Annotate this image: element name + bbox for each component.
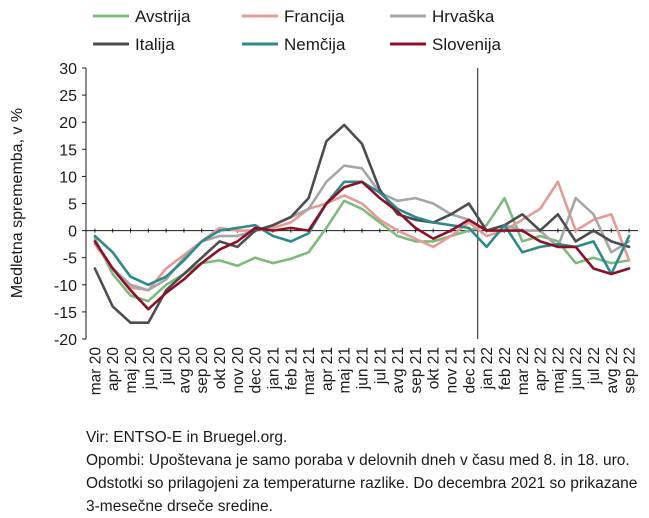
y-axis-label: Medletna sprememba, v % [9, 108, 26, 298]
y-tick-label: 5 [68, 197, 77, 214]
x-tick-label: apr 22 [533, 347, 550, 391]
x-tick-label: apr 21 [319, 347, 336, 391]
legend-label-francija: Francija [284, 7, 345, 26]
x-tick-label: mar 20 [87, 347, 104, 396]
x-tick-label: avg 22 [604, 347, 621, 394]
series-line-slovenija [93, 180, 631, 311]
x-tick-label: sep 21 [408, 347, 425, 394]
x-tick-label: jul 20 [159, 347, 176, 385]
x-tick-label: dec 21 [461, 347, 478, 394]
x-tick-label: jun 21 [355, 347, 372, 390]
x-tick-label: jun 20 [141, 347, 158, 391]
x-tick-label: feb 22 [497, 347, 514, 390]
x-tick-label: maj 21 [337, 347, 354, 394]
series-line-italija [93, 123, 631, 325]
x-tick-label: nov 21 [444, 347, 461, 394]
x-tick-label: dec 20 [248, 347, 265, 394]
x-tick-label: jun 22 [568, 347, 585, 390]
y-tick-label: 30 [59, 61, 77, 78]
y-tick-label: 10 [59, 169, 77, 186]
y-tick-label: -20 [54, 332, 77, 349]
series-line-francija [93, 180, 631, 292]
x-tick-label: avg 21 [390, 347, 407, 394]
legend-label-nemcija: Nemčija [284, 35, 346, 54]
series-line-hrvaska [93, 164, 631, 292]
y-tick-label: -5 [63, 251, 77, 268]
x-tick-label: mar 21 [301, 347, 318, 395]
y-tick-label: -15 [54, 305, 77, 322]
x-tick-label: okt 21 [426, 347, 443, 389]
footnote: Opombi: Upoštevana je samo poraba v delo… [86, 452, 638, 515]
legend-label-hrvaska: Hrvaška [432, 7, 495, 26]
x-tick-label: sep 22 [622, 347, 639, 394]
y-tick-label: 0 [68, 224, 77, 241]
x-tick-label: jan 21 [265, 347, 282, 390]
y-tick-label: 15 [59, 142, 77, 159]
y-tick-label: 25 [59, 88, 77, 105]
x-tick-label: jan 22 [479, 347, 496, 390]
series-lines [93, 123, 631, 325]
y-tick-label: -10 [54, 278, 77, 295]
x-tick-label: jul 21 [372, 347, 389, 385]
x-tick-label: mar 22 [515, 347, 532, 395]
legend: Avstrija Francija Hrvaška Italija Nemčija Slo… [93, 7, 502, 54]
legend-label-slovenija: Slovenija [432, 35, 502, 54]
source-note: Vir: ENTSO-E in Bruegel.org. [86, 429, 288, 446]
x-tick-label: jul 22 [586, 347, 603, 385]
x-tick-label: sep 20 [194, 347, 211, 394]
legend-label-avstrija: Avstrija [135, 7, 191, 26]
legend-label-italija: Italija [135, 35, 175, 54]
x-tick-label: feb 21 [283, 347, 300, 390]
x-tick-label: avg 20 [176, 347, 193, 394]
x-tick-label: nov 20 [230, 347, 247, 394]
x-tick-label: okt 20 [212, 347, 229, 390]
x-tick-label: maj 20 [123, 347, 140, 394]
line-chart: Avstrija Francija Hrvaška Italija Nemčija Slo… [9, 7, 639, 395]
x-tick-label: apr 20 [105, 347, 122, 391]
x-tick-label: maj 22 [550, 347, 567, 394]
y-tick-label: 20 [59, 115, 77, 132]
